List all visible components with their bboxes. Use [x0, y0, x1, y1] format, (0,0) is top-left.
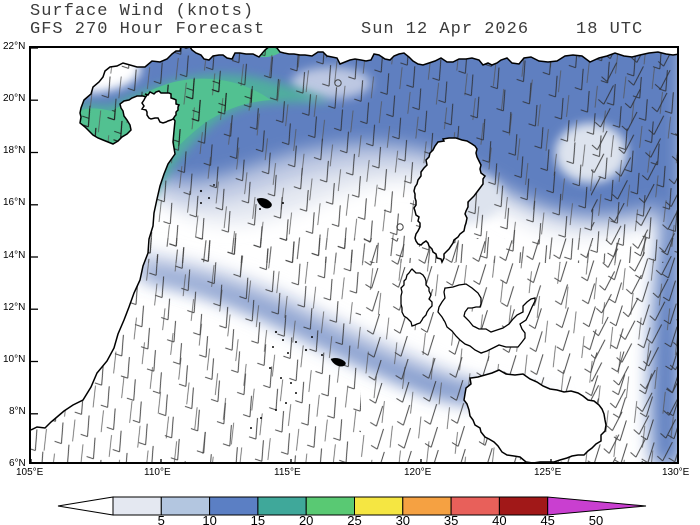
- svg-text:35: 35: [444, 513, 458, 525]
- svg-text:30: 30: [396, 513, 410, 525]
- svg-text:40: 40: [492, 513, 506, 525]
- svg-text:5: 5: [158, 513, 165, 525]
- svg-text:45: 45: [540, 513, 554, 525]
- svg-text:15: 15: [251, 513, 265, 525]
- svg-text:25: 25: [347, 513, 361, 525]
- svg-text:20: 20: [299, 513, 313, 525]
- svg-text:10: 10: [202, 513, 216, 525]
- svg-text:50: 50: [589, 513, 603, 525]
